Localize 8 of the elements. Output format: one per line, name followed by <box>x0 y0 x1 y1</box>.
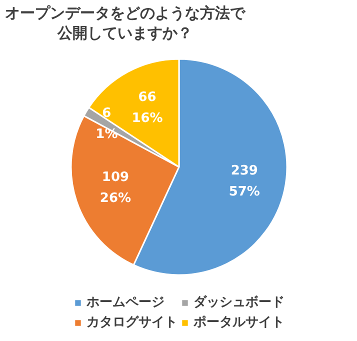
chart-title: オープンデータをどのような方法で公開していますか？ <box>4 4 246 43</box>
legend-label: ダッシュボード <box>194 294 284 311</box>
data-label: 239 57% <box>228 163 260 200</box>
data-label: 109 26% <box>100 170 132 206</box>
data-label: 66 16% <box>132 90 163 126</box>
legend-label: ポータルサイト <box>194 314 284 331</box>
legend-label: カタログサイト <box>86 314 178 331</box>
legend-label: ホームページ <box>86 294 164 311</box>
